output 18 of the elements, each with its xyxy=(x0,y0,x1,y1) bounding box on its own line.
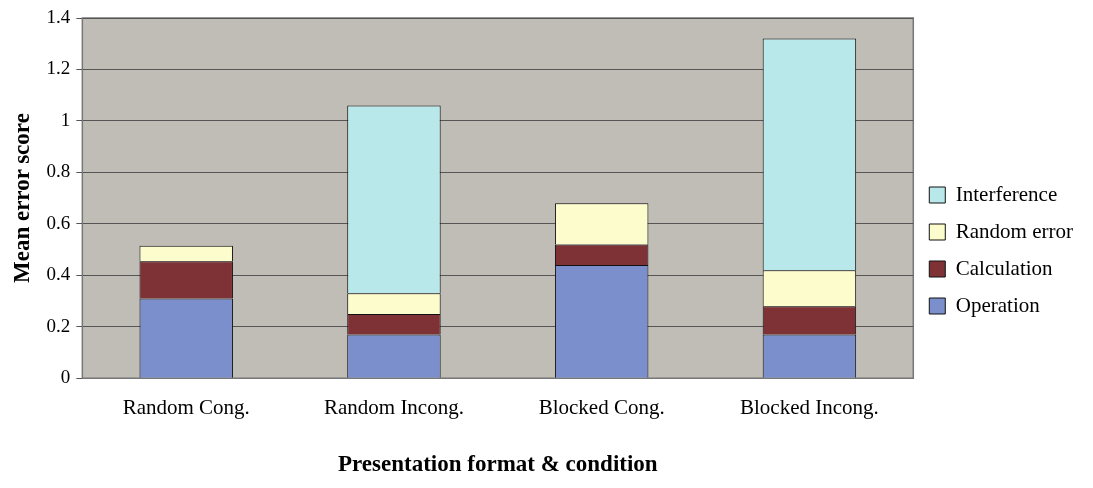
x-tick-label: Random Cong. xyxy=(122,395,250,420)
y-tick-label: 1.4 xyxy=(46,5,71,27)
y-tick-label: 0.4 xyxy=(46,263,71,285)
x-axis-title: Presentation format & condition xyxy=(338,451,658,477)
x-tick-label: Random Incong. xyxy=(323,395,464,420)
y-tick-label: 0.8 xyxy=(46,160,71,182)
y-tick-label: 1 xyxy=(60,108,71,130)
y-axis-title: Mean error score xyxy=(8,113,34,284)
y-tick-label: 0.6 xyxy=(46,211,71,233)
x-tick-label: Blocked Incong. xyxy=(740,395,879,420)
y-tick-label: 1.2 xyxy=(46,57,71,79)
legend-label: Operation xyxy=(955,292,1041,317)
legend-label: Random error xyxy=(955,218,1074,243)
y-tick-label: 0.2 xyxy=(46,314,71,336)
legend-label: Interference xyxy=(955,181,1058,206)
y-tick-label: 0 xyxy=(60,366,71,388)
x-tick-label: Blocked Cong. xyxy=(538,395,665,420)
legend-label: Calculation xyxy=(955,255,1054,280)
